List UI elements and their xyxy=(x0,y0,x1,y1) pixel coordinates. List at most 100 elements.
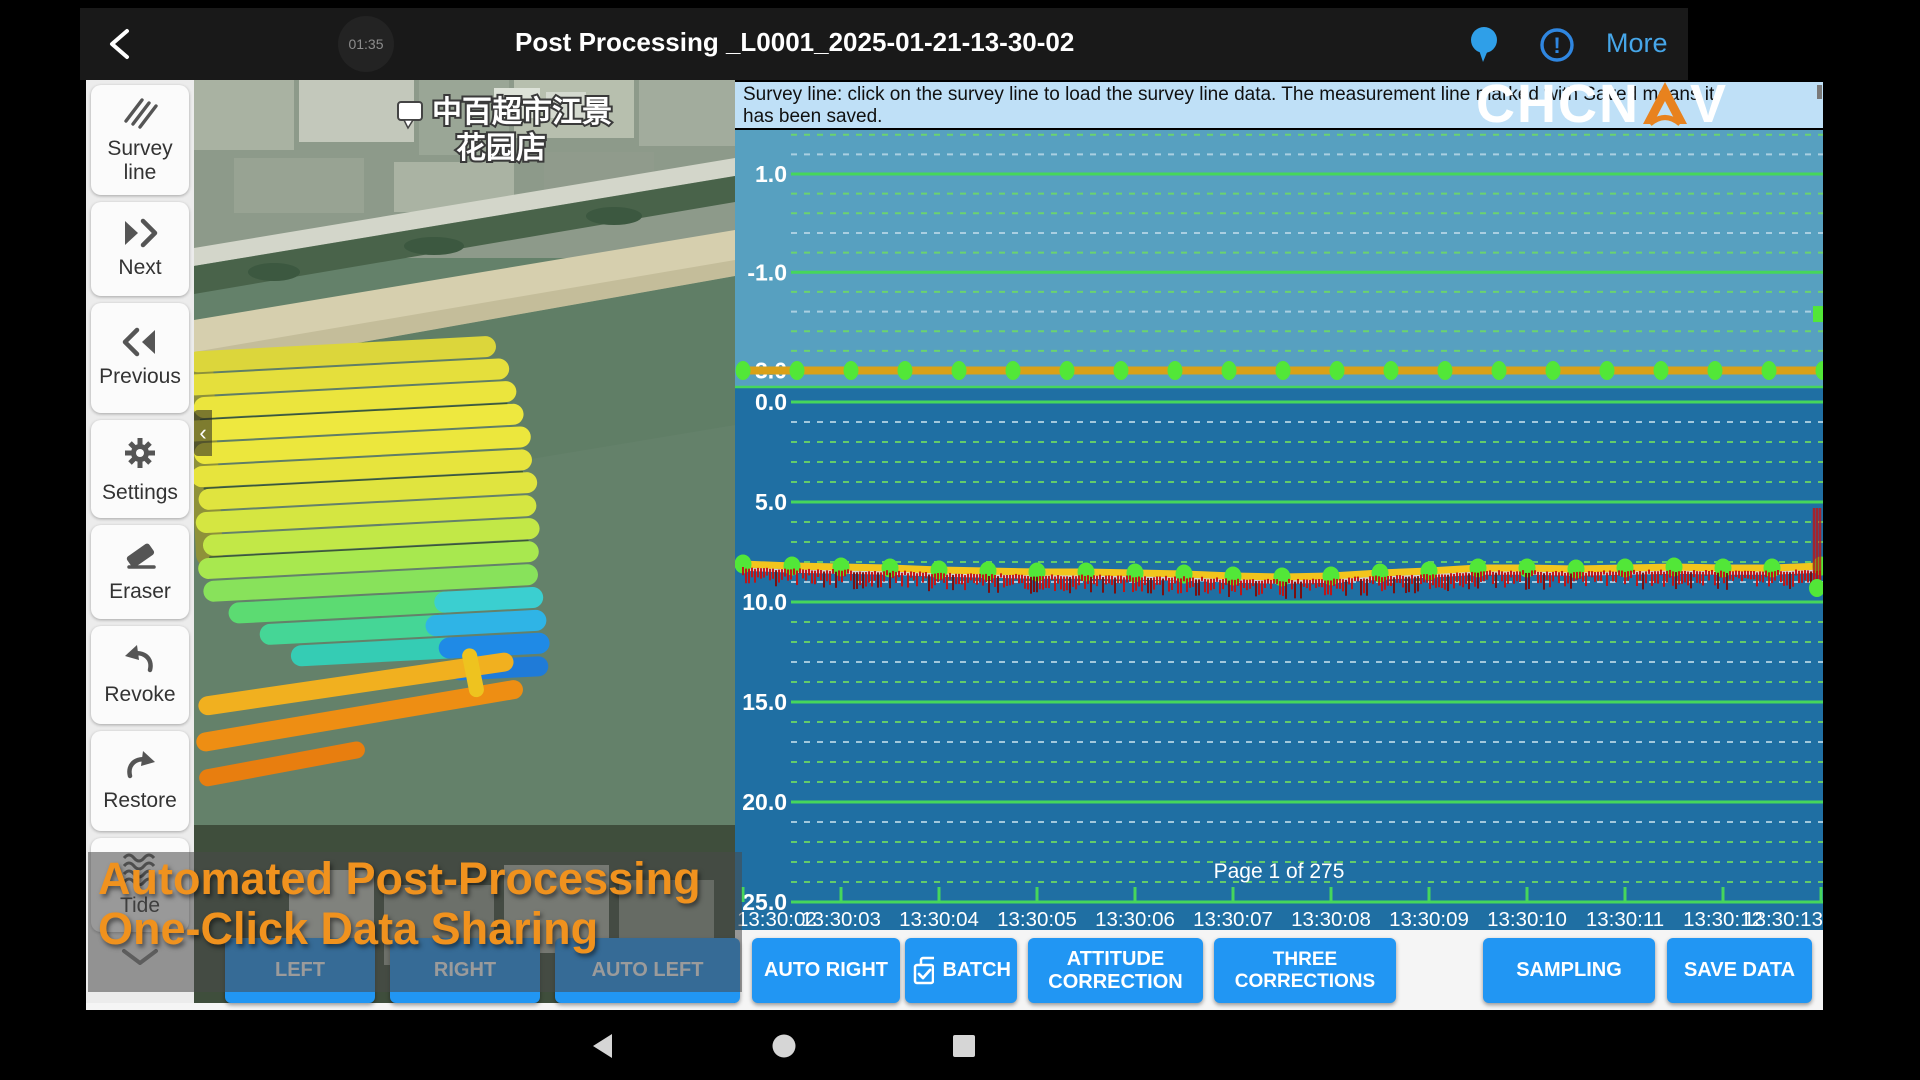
x-tick-label: 13:30:03 xyxy=(801,908,881,931)
draft-panel: 1.0-1.0-3.0 xyxy=(735,133,1823,389)
sidebar-item-label: Eraser xyxy=(109,579,171,603)
draft-marker xyxy=(1221,361,1237,381)
y-tick-label: 25.0 xyxy=(742,889,787,915)
svg-text:!: ! xyxy=(1553,33,1560,58)
caption-line-1: Automated Post-Processing xyxy=(98,853,701,904)
poi-label-line1: 中百超市江景 xyxy=(432,95,612,129)
eraser-icon xyxy=(126,543,156,569)
sidebar-item-label: Previous xyxy=(99,364,181,388)
sidebar-item-survey-line[interactable]: Survey line xyxy=(91,85,189,195)
draft-marker xyxy=(1761,361,1777,381)
sidebar-item-revoke[interactable]: Revoke xyxy=(91,626,189,724)
sidebar-item-label: Next xyxy=(118,255,162,279)
poi-label-line2: 花园店 xyxy=(456,132,546,165)
caption-line-2: One-Click Data Sharing xyxy=(98,903,599,954)
draft-marker xyxy=(1437,361,1453,381)
edge-marker-upper xyxy=(1813,306,1823,323)
button-attitude-correction[interactable]: ATTITUDE CORRECTION xyxy=(1028,938,1203,1003)
draft-marker xyxy=(951,361,967,381)
depth-marker xyxy=(1616,558,1634,578)
panel-collapse-handle[interactable]: ‹ xyxy=(194,410,212,456)
edge-marker-lower xyxy=(1809,579,1823,597)
sidebar-item-next[interactable]: Next xyxy=(91,202,189,296)
y-tick-label: 1.0 xyxy=(755,161,787,187)
draft-marker xyxy=(1167,361,1183,381)
draft-marker xyxy=(1491,361,1507,381)
sidebar-item-settings[interactable]: Settings xyxy=(91,420,189,518)
draft-panel-bg xyxy=(735,130,1823,388)
button-auto-right[interactable]: AUTO RIGHT xyxy=(752,938,900,1003)
top-bar: 01:35 Post Processing _L0001_2025-01-21-… xyxy=(80,8,1688,80)
nav-home-icon xyxy=(772,1034,796,1058)
depth-marker xyxy=(881,558,899,578)
balloon-icon xyxy=(1471,27,1497,62)
sidebar-item-previous[interactable]: Previous xyxy=(91,303,189,413)
x-tick-label: 13:30:13 xyxy=(1743,908,1823,931)
sidebar-item-restore[interactable]: Restore xyxy=(91,731,189,831)
y-tick-label: 15.0 xyxy=(742,689,787,715)
recording-timer-text: 01:35 xyxy=(348,36,384,52)
survey-swath xyxy=(194,336,550,787)
x-tick-label: 13:30:02 xyxy=(737,908,817,931)
nav-home-button[interactable] xyxy=(770,1032,798,1065)
draft-marker xyxy=(1653,361,1669,381)
draft-marker xyxy=(843,361,859,381)
back-chevron-icon xyxy=(110,29,129,59)
nav-recents-button[interactable] xyxy=(950,1032,978,1065)
back-button[interactable] xyxy=(92,16,148,72)
logo-letter-a-icon xyxy=(1643,82,1687,126)
y-tick-label: 20.0 xyxy=(742,789,787,815)
bottom-edge-strip xyxy=(86,1003,735,1010)
draft-marker xyxy=(897,361,913,381)
button-three-corrections[interactable]: THREE CORRECTIONS xyxy=(1214,938,1396,1003)
draft-marker xyxy=(1005,361,1021,381)
button-batch[interactable]: BATCH xyxy=(905,938,1017,1003)
poi-bubble-icon xyxy=(397,101,423,130)
draft-marker xyxy=(1707,361,1723,381)
x-tick-label: 13:30:09 xyxy=(1389,908,1469,931)
draft-marker xyxy=(1275,361,1291,381)
draft-marker xyxy=(1599,361,1615,381)
x-tick-label: 13:30:11 xyxy=(1586,908,1664,931)
topbar-filler xyxy=(1688,8,1823,82)
batch-check-icon xyxy=(913,956,935,984)
message-banner: Survey line: click on the survey line to… xyxy=(735,82,1823,128)
button-sampling[interactable]: SAMPLING xyxy=(1483,938,1655,1003)
more-button[interactable]: More xyxy=(1606,28,1668,58)
nav-back-button[interactable] xyxy=(588,1032,616,1065)
logo-text-suffix: V xyxy=(1690,74,1729,134)
x-tick-label: 13:30:06 xyxy=(1095,908,1175,931)
draft-marker xyxy=(1383,361,1399,381)
sidebar-item-label: Restore xyxy=(103,788,177,812)
sidebar-item-eraser[interactable]: Eraser xyxy=(91,525,189,619)
survey-line-icon xyxy=(124,98,158,129)
button-save-data[interactable]: SAVE DATA xyxy=(1667,938,1812,1003)
y-tick-label: -1.0 xyxy=(747,259,787,285)
annotation-button[interactable] xyxy=(1468,26,1500,69)
gear-icon xyxy=(125,437,155,468)
alert-icon: ! xyxy=(1540,28,1574,62)
sidebar-item-label: Settings xyxy=(102,480,178,504)
page-indicator: Page 1 of 275 xyxy=(1214,860,1345,883)
draft-marker xyxy=(1059,361,1075,381)
draft-marker xyxy=(1815,361,1823,381)
banner-scrollbar[interactable] xyxy=(1817,85,1822,99)
draft-marker xyxy=(735,361,751,381)
undo-arrow-icon xyxy=(125,644,153,673)
draft-marker xyxy=(1545,361,1561,381)
poi-label: 中百超市江景 花园店 xyxy=(397,93,614,167)
x-tick-label: 13:30:04 xyxy=(899,908,979,931)
x-tick-label: 13:30:05 xyxy=(997,908,1077,931)
x-tick-label: 13:30:08 xyxy=(1291,908,1371,931)
sidebar-item-label: Revoke xyxy=(104,682,176,706)
nav-back-icon xyxy=(593,1034,612,1058)
brand-logo: CHCN V xyxy=(1476,74,1729,134)
draft-marker xyxy=(1113,361,1129,381)
y-tick-label: 0.0 xyxy=(755,389,787,415)
caption-overlay: Automated Post-Processing One-Click Data… xyxy=(88,852,742,992)
button-batch-label: BATCH xyxy=(942,959,1011,981)
alert-button[interactable]: ! xyxy=(1538,26,1576,69)
chevron-left-icon: ‹ xyxy=(199,420,207,445)
x-tick-label: 13:30:07 xyxy=(1193,908,1273,931)
